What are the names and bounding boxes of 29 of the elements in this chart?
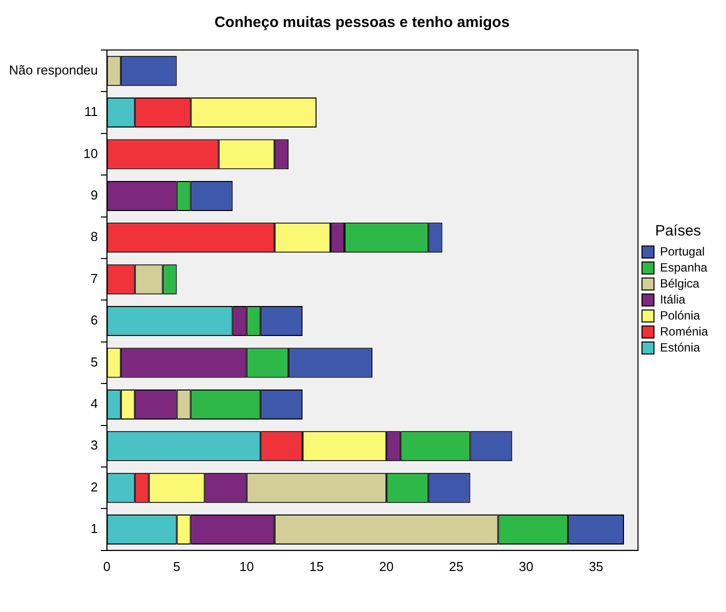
x-tick-label: 0 (103, 558, 111, 574)
x-tick-label: 30 (518, 558, 534, 574)
x-tick-label: 35 (588, 558, 604, 574)
legend-label: Roménia (660, 324, 708, 338)
chart-title: Conheço muitas pessoas e tenho amigos (214, 14, 510, 32)
y-tick-label: 4 (90, 396, 98, 412)
y-tick-label: 6 (90, 312, 98, 328)
legend-label: Bélgica (660, 276, 700, 290)
y-tick-label: 7 (90, 270, 98, 286)
x-tick-label: 15 (309, 558, 324, 574)
y-tick-label: 8 (90, 229, 98, 244)
x-tick-label: 20 (379, 558, 394, 574)
y-tick-label: 10 (83, 146, 98, 161)
legend-label: Itália (660, 292, 686, 306)
x-tick-label: 5 (173, 558, 180, 574)
y-tick-label: 1 (90, 521, 98, 536)
y-tick-label: Não respondeu (8, 62, 98, 78)
y-tick-label: 5 (90, 354, 98, 370)
legend-label: Espanha (660, 260, 708, 274)
legend-label: Portugal (660, 244, 705, 258)
legend-label: Polónia (660, 308, 700, 322)
y-tick-label: 3 (90, 438, 98, 453)
legend-label: Estónia (660, 340, 700, 354)
y-tick-label: 9 (90, 188, 98, 203)
x-tick-label: 10 (239, 558, 254, 574)
y-tick-label: 2 (90, 479, 98, 494)
x-tick-label: 25 (449, 558, 464, 574)
legend-title: Países (655, 222, 701, 240)
y-tick-label: 11 (84, 104, 98, 120)
